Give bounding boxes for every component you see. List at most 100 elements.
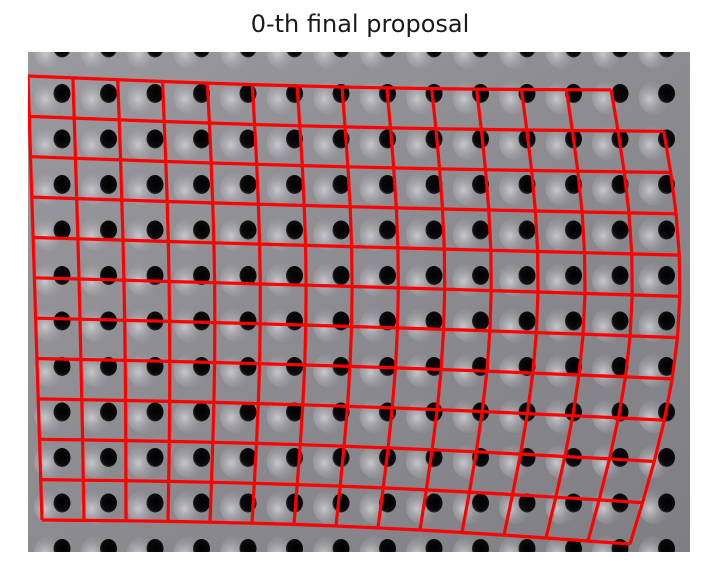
grid-column-line	[28, 75, 44, 521]
grid-column-line	[418, 88, 447, 531]
hole	[146, 84, 164, 103]
hole	[146, 402, 164, 422]
hole	[472, 220, 489, 240]
hole	[100, 175, 117, 194]
hole	[333, 52, 349, 58]
hole	[53, 84, 71, 103]
hole	[53, 357, 71, 376]
hole	[565, 266, 582, 285]
hole	[53, 220, 71, 240]
hole	[286, 357, 303, 376]
hole	[146, 220, 164, 240]
hole	[472, 311, 489, 331]
hole	[332, 493, 350, 513]
hole	[611, 84, 629, 103]
hole	[286, 402, 303, 422]
hole	[100, 448, 117, 467]
hole	[472, 266, 489, 285]
hole	[239, 220, 257, 240]
hole	[193, 52, 210, 58]
hole	[54, 52, 70, 58]
grid-row-line	[28, 74, 612, 92]
hole	[379, 220, 396, 240]
hole	[193, 402, 210, 422]
hole	[100, 84, 117, 103]
hole	[425, 402, 443, 422]
hole	[472, 539, 489, 552]
grid-column-line	[205, 83, 217, 523]
hole	[239, 311, 257, 331]
hole	[240, 52, 256, 58]
hole	[425, 175, 443, 194]
hole	[611, 448, 629, 467]
hole	[53, 266, 71, 285]
hole-pattern	[34, 52, 675, 552]
hole	[239, 402, 257, 422]
grid-column-line	[544, 89, 587, 539]
hole	[658, 52, 675, 58]
hole	[425, 357, 443, 376]
hole	[193, 539, 210, 552]
hole	[518, 266, 536, 285]
hole	[239, 448, 257, 467]
hole	[612, 52, 628, 58]
hole	[518, 220, 536, 240]
grid-column-line	[116, 79, 128, 521]
hole	[193, 266, 210, 285]
hole	[472, 52, 489, 58]
hole	[332, 539, 350, 552]
hole	[611, 311, 629, 331]
hole	[332, 448, 350, 467]
hole	[658, 266, 675, 285]
hole	[379, 175, 396, 194]
hole	[53, 539, 71, 552]
proposal-grid-overlay	[28, 74, 682, 546]
hole	[379, 539, 396, 552]
grid-column-line	[334, 86, 354, 527]
hole	[100, 493, 117, 513]
hole	[565, 220, 582, 240]
hole	[53, 311, 71, 331]
hole	[53, 493, 71, 513]
hole	[379, 311, 396, 331]
hole	[286, 311, 303, 331]
hole	[611, 357, 629, 376]
hole	[193, 220, 210, 240]
hole	[472, 84, 489, 103]
hole	[53, 129, 71, 149]
hole	[519, 52, 535, 58]
hole	[565, 357, 582, 376]
grid-column-line	[460, 88, 493, 533]
hole	[472, 129, 489, 149]
hole	[658, 311, 675, 331]
hole	[286, 52, 303, 58]
hole	[146, 129, 164, 149]
hole	[658, 357, 675, 376]
perforated-plate-image	[28, 52, 690, 552]
hole	[658, 84, 675, 103]
hole	[193, 129, 210, 149]
hole	[100, 52, 117, 58]
hole	[425, 311, 443, 331]
grid-column-line	[502, 89, 540, 536]
hole	[286, 266, 303, 285]
hole	[332, 220, 350, 240]
figure-title: 0-th final proposal	[250, 10, 470, 38]
hole	[100, 357, 117, 376]
hole	[146, 539, 164, 552]
hole	[53, 448, 71, 467]
hole	[379, 266, 396, 285]
hole	[100, 266, 117, 285]
hole	[147, 52, 163, 58]
hole	[426, 52, 442, 58]
hole	[53, 175, 71, 194]
hole	[332, 266, 350, 285]
hole	[100, 220, 117, 240]
hole	[146, 493, 164, 513]
hole	[53, 402, 71, 422]
hole	[518, 539, 536, 552]
hole	[658, 539, 675, 552]
hole	[565, 539, 582, 552]
grid-column-line	[292, 85, 308, 525]
grid-column-line	[376, 87, 400, 529]
